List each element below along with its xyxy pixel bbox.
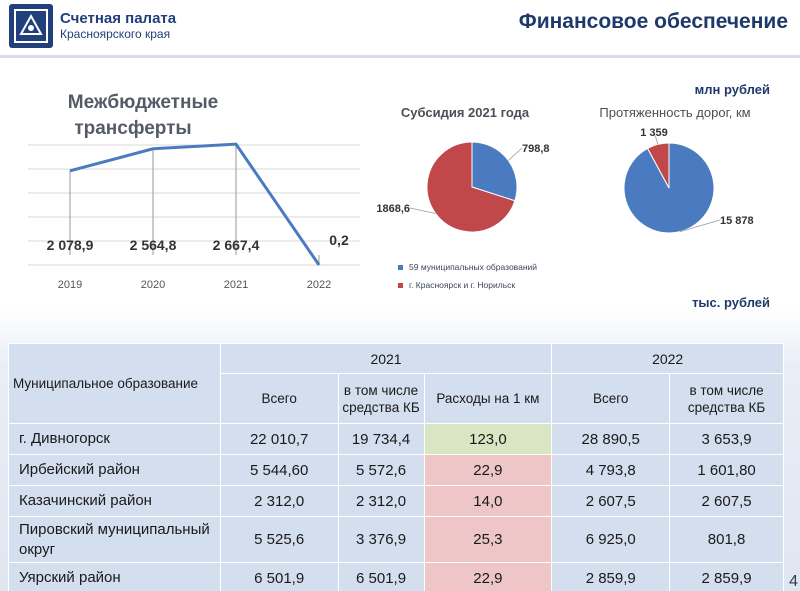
table-cell: 3 653,9 <box>669 423 784 455</box>
table-cell: 28 890,5 <box>551 423 671 455</box>
table-cell: 1 601,80 <box>669 454 784 486</box>
table-cell: 2 859,9 <box>551 562 671 591</box>
units-mln: млн рублей <box>694 82 770 97</box>
data-label: 2 564,8 <box>130 237 177 253</box>
table-row: Пировский муниципальный округ 5 525,6 3 … <box>8 516 784 563</box>
emblem-icon <box>9 4 53 48</box>
table-cell: 4 793,8 <box>551 454 671 486</box>
pie-slice <box>426 141 516 233</box>
table-cell: 2 859,9 <box>669 562 784 591</box>
leader-line <box>679 219 721 233</box>
pie-slice <box>646 142 670 189</box>
table-cell: 2 607,5 <box>669 485 784 517</box>
table-cell: 801,8 <box>669 516 784 563</box>
data-label: 2 078,9 <box>47 237 94 253</box>
table-column-header: Расходы на 1 км <box>423 373 553 424</box>
table-cell: 2 607,5 <box>551 485 671 517</box>
table-cell: 6 501,9 <box>337 562 425 591</box>
row-name: Ирбейский район <box>8 454 221 486</box>
data-label: 2 667,4 <box>213 237 260 253</box>
table-cell-highlight: 22,9 <box>423 562 553 591</box>
table-cell: 2 312,0 <box>337 485 425 517</box>
chart-title: Межбюджетные трансферты <box>68 92 219 139</box>
table-column-header: в том числе средства КБ <box>337 373 425 424</box>
pie-legend: 59 муниципальных образований г. Краснояр… <box>398 258 537 294</box>
table-cell: 19 734,4 <box>337 423 425 455</box>
pie-label: 1 359 <box>640 127 668 139</box>
row-name: Пировский муниципальный округ <box>8 516 221 563</box>
table-corner-header: Муниципальное образование <box>8 343 221 424</box>
legend-item: г. Красноярск и г. Норильск <box>398 276 537 294</box>
legend-swatch <box>398 264 403 270</box>
table-row: г. Дивногорск 22 010,7 19 734,4 123,0 28… <box>8 423 784 455</box>
tick-label: 2019 <box>58 279 82 291</box>
row-name: г. Дивногорск <box>8 423 221 455</box>
pie-label: 798,8 <box>522 143 550 155</box>
table-cell: 2 312,0 <box>219 485 339 517</box>
tick-label: 2020 <box>141 279 165 291</box>
chart-title: Протяженность дорог, км <box>599 105 750 120</box>
row-name: Казачинский район <box>8 485 221 517</box>
units-ths: тыс. рублей <box>692 295 770 310</box>
pie-label: 15 878 <box>720 215 754 227</box>
pie-chart-subsidy: Субсидия 2021 года 798,8 1868,6 <box>376 105 550 233</box>
table-cell: 22 010,7 <box>219 423 339 455</box>
table-group-header: 2022 <box>551 343 784 374</box>
tick-label: 2022 <box>307 279 331 291</box>
table-group-header: 2021 <box>219 343 553 374</box>
pie-chart-roads: Протяженность дорог, км 15 878 1 359 <box>599 105 754 234</box>
row-name: Уярский район <box>8 562 221 591</box>
table-cell-highlight: 123,0 <box>423 423 553 455</box>
chart-title: Субсидия 2021 года <box>401 105 530 120</box>
table-column-header: Всего <box>219 373 339 424</box>
table-cell: 6 501,9 <box>219 562 339 591</box>
table-cell: 6 925,0 <box>551 516 671 563</box>
leader-line <box>409 207 436 214</box>
table-cell-highlight: 14,0 <box>423 485 553 517</box>
page-title: Финансовое обеспечение <box>518 10 788 33</box>
table-cell: 3 376,9 <box>337 516 425 563</box>
table-row: Казачинский район 2 312,0 2 312,0 14,0 2… <box>8 485 784 517</box>
series-line <box>69 142 321 266</box>
table-row: Уярский район 6 501,9 6 501,9 22,9 2 859… <box>8 562 784 591</box>
leader-line <box>508 147 523 161</box>
line-chart: Межбюджетные трансферты 2 078,9 2 564,8 2 66… <box>28 92 360 291</box>
table-cell: 5 572,6 <box>337 454 425 486</box>
table-column-header: Всего <box>551 373 671 424</box>
data-label: 0,2 <box>329 232 349 248</box>
table-cell-highlight: 22,9 <box>423 454 553 486</box>
org-region: Красноярского края <box>60 27 171 41</box>
tick-label: 2021 <box>224 279 248 291</box>
legend-label: г. Красноярск и г. Норильск <box>409 280 516 290</box>
legend-label: 59 муниципальных образований <box>409 262 538 272</box>
leader-line <box>653 131 659 145</box>
table-column-header: в том числе средства КБ <box>669 373 784 424</box>
table-cell-highlight: 25,3 <box>423 516 553 563</box>
page-number: 4 <box>789 573 798 590</box>
table-cell: 5 544,60 <box>219 454 339 486</box>
legend-swatch <box>398 282 403 288</box>
table-row: Ирбейский район 5 544,60 5 572,6 22,9 4 … <box>8 454 784 486</box>
org-name: Счетная палата <box>60 10 177 27</box>
header: Счетная палата Красноярского края Финанс… <box>0 0 800 58</box>
data-table: Муниципальное образование 2021 2022 Всег… <box>8 343 784 591</box>
pie-label: 1868,6 <box>376 203 410 215</box>
legend-item: 59 муниципальных образований <box>398 258 537 276</box>
table-cell: 5 525,6 <box>219 516 339 563</box>
